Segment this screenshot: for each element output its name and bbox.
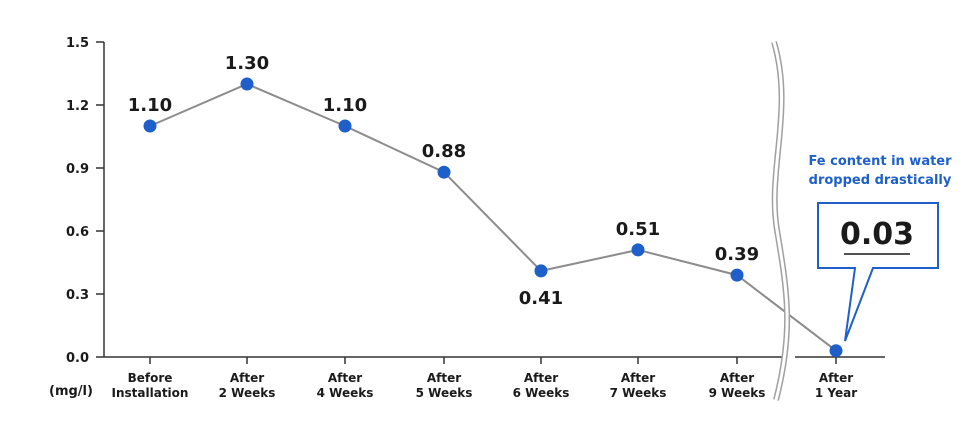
y-tick-label: 1.5 [66,36,89,51]
series-line [149,82,837,352]
x-tick-label: 7 Weeks [610,386,667,400]
data-point [437,165,451,179]
y-tick-label: 0.0 [66,351,89,366]
axes [103,42,885,358]
x-tick-label: 6 Weeks [513,386,570,400]
x-tick-label: 2 Weeks [219,386,276,400]
data-point [631,243,645,257]
data-point [534,264,548,278]
axis-break-mark [771,41,791,401]
x-tick-label: After [819,371,853,385]
y-tick-label: 1.2 [66,99,89,114]
axis-break-gap [772,41,789,401]
y-tick-label: 0.6 [66,225,89,240]
data-label: 0.51 [616,219,660,240]
y-axis-ticks: 0.0 0.3 0.6 0.9 1.2 1.5 [66,36,104,366]
data-point [240,77,254,91]
callout-box [817,202,939,342]
data-label: 0.39 [715,244,759,265]
data-labels: 1.10 1.30 1.10 0.88 0.41 0.51 0.39 [128,53,759,309]
callout: Fe content in water dropped drastically … [808,154,952,342]
x-tick-label: After [524,371,558,385]
data-point [730,268,744,282]
data-label: 1.30 [225,53,269,74]
y-tick-label: 0.3 [66,288,89,303]
data-point [338,119,352,133]
x-tick-label: After [230,371,264,385]
data-markers [143,77,843,358]
x-tick-label: 1 Year [815,386,857,400]
data-label: 0.41 [519,288,563,309]
x-tick-label: Before [128,371,173,385]
data-point [143,119,157,133]
x-tick-label: Installation [112,386,189,400]
x-tick-label: After [621,371,655,385]
y-tick-label: 0.9 [66,162,89,177]
data-label: 1.10 [323,95,367,116]
series-polyline [149,82,837,352]
x-tick-label: 9 Weeks [709,386,766,400]
y-axis-unit-label: (mg/l) [49,384,93,399]
x-tick-label: After [427,371,461,385]
data-label: 1.10 [128,95,172,116]
x-tick-label: 5 Weeks [416,386,473,400]
callout-title-line-1: Fe content in water [808,154,952,169]
callout-value: 0.03 [840,217,914,252]
data-label: 0.88 [422,141,466,162]
callout-title-line-2: dropped drastically [809,173,952,188]
x-tick-label: After [720,371,754,385]
x-tick-label: After [328,371,362,385]
x-tick-label: 4 Weeks [317,386,374,400]
data-point [829,344,843,358]
